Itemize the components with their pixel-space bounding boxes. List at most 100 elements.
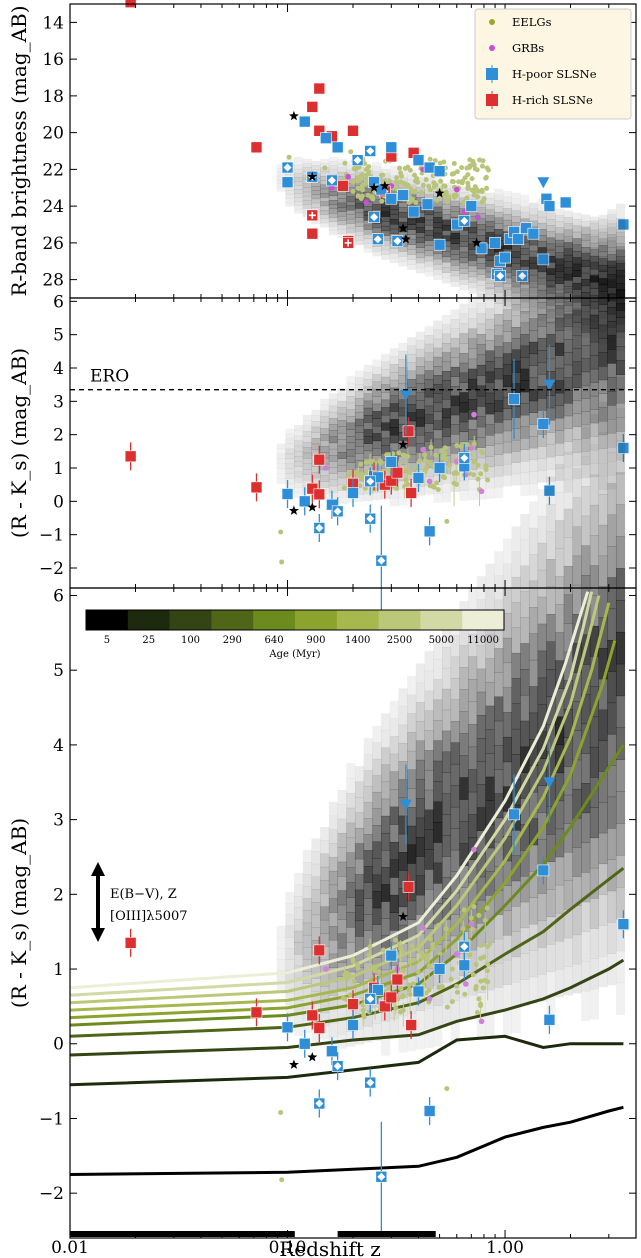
density-cell: [468, 328, 478, 339]
density-cell: [485, 392, 495, 404]
density-cell: [572, 439, 582, 469]
density-cell: [381, 407, 391, 416]
density-cell: [502, 397, 512, 410]
density-cell: [450, 414, 460, 425]
density-cell: [407, 919, 417, 939]
density-cell: [572, 730, 582, 761]
density-cell: [363, 754, 373, 771]
density-cell: [302, 983, 312, 997]
density-cell: [415, 837, 425, 857]
density-cell: [537, 893, 547, 921]
density-cell: [546, 274, 556, 282]
density-cell: [433, 429, 443, 440]
density-cell: [320, 919, 330, 934]
data-point: [347, 1019, 359, 1031]
eelg-point: [484, 185, 490, 191]
density-cell: [441, 730, 452, 753]
density-cell: [476, 257, 486, 264]
density-cell: [354, 997, 365, 1014]
data-point: [412, 154, 425, 166]
density-cell: [441, 626, 452, 648]
density-cell: [563, 852, 573, 882]
density-cell: [320, 193, 330, 198]
density-cell: [354, 439, 365, 447]
density-cell: [494, 411, 504, 423]
density-cell: [520, 426, 530, 439]
eelg-point: [439, 448, 445, 454]
eelg-point: [452, 470, 458, 476]
density-cell: [563, 300, 573, 315]
density-cell: [589, 867, 599, 899]
legend-label: GRBs: [512, 41, 544, 55]
density-cell: [572, 465, 582, 480]
density-cell: [607, 251, 617, 266]
density-cell: [572, 322, 582, 337]
density-cell: [598, 258, 608, 266]
density-cell: [537, 229, 547, 236]
density-cell: [346, 763, 356, 779]
density-cell: [528, 686, 539, 714]
density-cell: [398, 407, 408, 417]
density-cell: [537, 313, 547, 327]
density-cell: [546, 395, 556, 409]
density-cell: [337, 464, 347, 472]
density-cell: [450, 443, 460, 454]
density-cell: [555, 317, 565, 331]
density-cell: [407, 370, 417, 380]
density-cell: [468, 368, 478, 380]
density-cell: [337, 407, 347, 415]
density-cell: [294, 930, 304, 943]
density-cell: [607, 234, 617, 242]
density-cell: [528, 818, 539, 846]
density-cell: [485, 705, 495, 730]
density-cell: [346, 214, 356, 220]
density-cell: [398, 833, 408, 853]
density-cell: [346, 187, 356, 193]
density-cell: [433, 720, 443, 741]
density-cell: [537, 216, 547, 224]
density-cell: [372, 396, 382, 405]
density-cell: [520, 218, 530, 225]
density-cell: [511, 304, 521, 311]
density-cell: [407, 244, 417, 250]
data-point: [543, 200, 556, 212]
density-cell: [372, 227, 382, 233]
density-cell: [563, 966, 573, 996]
density-cell: [302, 469, 312, 475]
density-cell: [485, 424, 495, 436]
data-point-diamond: [377, 556, 386, 565]
eelg-point: [386, 452, 392, 458]
data-point: [306, 227, 319, 240]
density-cell: [598, 709, 608, 741]
density-cell: [494, 292, 504, 299]
density-cell: [563, 229, 573, 237]
density-cell: [450, 281, 460, 287]
eelg-point: [413, 200, 419, 206]
density-cell: [372, 381, 382, 390]
density-cell: [476, 313, 486, 325]
density-cell: [415, 779, 425, 799]
density-cell: [572, 257, 582, 271]
eelg-point: [412, 172, 418, 178]
eelg-point: [363, 172, 369, 178]
data-point: [371, 984, 384, 996]
density-cell: [615, 317, 626, 333]
density-cell: [441, 814, 452, 836]
density-cell: [546, 225, 556, 232]
density-cell: [372, 891, 382, 909]
density-cell: [468, 276, 478, 283]
eelg-point: [379, 198, 385, 204]
density-cell: [389, 859, 399, 878]
density-cell: [294, 193, 304, 198]
density-cell: [476, 714, 486, 739]
density-cell: [485, 895, 495, 920]
density-cell: [537, 434, 547, 447]
density-cell: [381, 935, 391, 954]
eelg-point: [449, 966, 455, 972]
density-cell: [459, 777, 469, 800]
density-cell: [555, 430, 565, 444]
density-cell: [363, 1026, 373, 1043]
data-point: [527, 227, 540, 240]
density-cell: [433, 801, 443, 823]
density-cell: [598, 894, 608, 926]
